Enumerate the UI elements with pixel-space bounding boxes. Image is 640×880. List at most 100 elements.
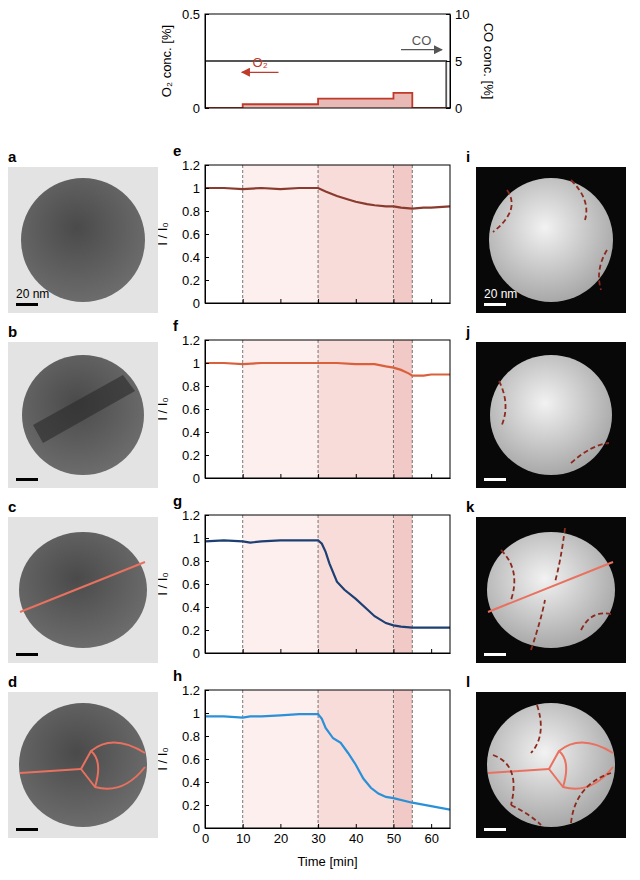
twin-boundary	[20, 562, 145, 612]
tick: 0	[193, 646, 209, 661]
tick-mark	[205, 386, 209, 387]
tick-label: 0	[193, 471, 200, 486]
haadf-image: 20 nmi	[466, 148, 626, 313]
image-ground	[476, 517, 626, 663]
panel-letter: j	[465, 323, 470, 340]
tick-label: 0.2	[182, 273, 200, 288]
tick: 1	[193, 706, 209, 721]
band-edge	[242, 515, 243, 653]
tick-mark	[205, 257, 209, 258]
arrow	[401, 49, 442, 50]
axis-line	[206, 478, 451, 479]
tick-mark	[205, 14, 209, 15]
band-edge	[242, 690, 243, 828]
scale-bar	[16, 303, 38, 306]
scale-bar	[16, 653, 38, 656]
tick-mark	[205, 538, 209, 539]
tick: 0.8	[182, 729, 209, 744]
tick-label: 1.2	[182, 333, 200, 348]
grain-boundary	[501, 550, 514, 600]
band	[318, 690, 393, 828]
tick-label: 10	[455, 7, 469, 22]
arrow	[242, 72, 279, 73]
tick: 0.5	[182, 7, 209, 22]
tick-mark	[205, 409, 209, 410]
band	[318, 515, 393, 653]
panel-chart: 00.20.40.60.811.2I / I₀e	[155, 142, 451, 311]
tick-mark	[431, 474, 432, 478]
particle	[487, 532, 615, 648]
axis: 00.20.40.60.811.2	[182, 333, 209, 486]
tick: 10	[446, 7, 469, 22]
axis-line	[206, 828, 451, 829]
tick: 0.4	[182, 775, 209, 790]
tick-mark	[446, 14, 450, 15]
tick-mark	[205, 108, 209, 109]
panel-letter: c	[8, 498, 16, 515]
axis-title: Time [min]	[297, 854, 357, 869]
tick-mark	[243, 649, 244, 653]
image-ground	[476, 167, 626, 313]
tick	[280, 474, 281, 478]
panel-chart: 00.20.40.60.811.2I / I₀g	[155, 492, 451, 661]
grain-boundary	[493, 755, 514, 805]
band	[393, 690, 412, 828]
tick: 0	[446, 101, 462, 116]
tick-mark	[205, 432, 209, 433]
particle	[489, 178, 613, 302]
tick: 0.4	[182, 600, 209, 615]
tick-mark	[393, 299, 394, 303]
tick-mark	[318, 299, 319, 303]
scale-label: 20 nm	[16, 287, 49, 301]
tick-mark	[205, 805, 209, 806]
panel-letter: e	[173, 142, 181, 159]
tick	[280, 299, 281, 303]
top-chart: 00.50510O₂ conc. [%]CO conc. [%]O₂CO	[159, 7, 496, 116]
tick-label: 40	[349, 831, 363, 846]
scale-bar	[484, 303, 506, 306]
axis-title: O₂ conc. [%]	[159, 25, 174, 97]
tick-label: 30	[311, 831, 325, 846]
scale-bar	[16, 828, 38, 831]
panel-letter: h	[173, 667, 182, 684]
tick-mark	[280, 649, 281, 653]
tick-mark	[356, 824, 357, 828]
plot-area	[205, 61, 450, 108]
band	[243, 690, 318, 828]
tick-label: 1.2	[182, 158, 200, 173]
plot-area	[205, 340, 450, 478]
tick-mark	[205, 690, 209, 691]
tick-mark	[205, 363, 209, 364]
plot-area	[205, 165, 450, 303]
band	[243, 340, 318, 478]
tick-label: 0.2	[182, 798, 200, 813]
grain-boundary	[511, 805, 541, 825]
twin-boundary	[488, 769, 549, 773]
axis: 00.20.40.60.811.2	[182, 158, 209, 311]
tick-label: 0.4	[182, 775, 200, 790]
grain-boundary	[555, 528, 565, 582]
grain-boundary	[571, 180, 586, 220]
panel-letter: b	[8, 323, 17, 340]
tick	[431, 474, 432, 478]
tick	[356, 474, 357, 478]
grain-boundary	[571, 773, 611, 823]
tick-mark	[205, 713, 209, 714]
tick-mark	[318, 824, 319, 828]
tick-mark	[205, 736, 209, 737]
particle	[21, 178, 145, 302]
axis-title: CO conc. [%]	[481, 23, 496, 100]
band-edge	[412, 515, 413, 653]
figure: 00.50510O₂ conc. [%]CO conc. [%]O₂CO00.2…	[0, 0, 640, 880]
tick-mark	[205, 188, 209, 189]
tick	[393, 649, 394, 653]
tick-label: 50	[387, 831, 401, 846]
band-edge	[393, 165, 394, 303]
tick	[318, 649, 319, 653]
area	[205, 93, 450, 108]
tick-mark	[446, 108, 450, 109]
tick: 0.2	[182, 448, 209, 463]
tick-mark	[205, 828, 209, 829]
tick-mark	[431, 824, 432, 828]
tick-label: 0	[202, 831, 209, 846]
